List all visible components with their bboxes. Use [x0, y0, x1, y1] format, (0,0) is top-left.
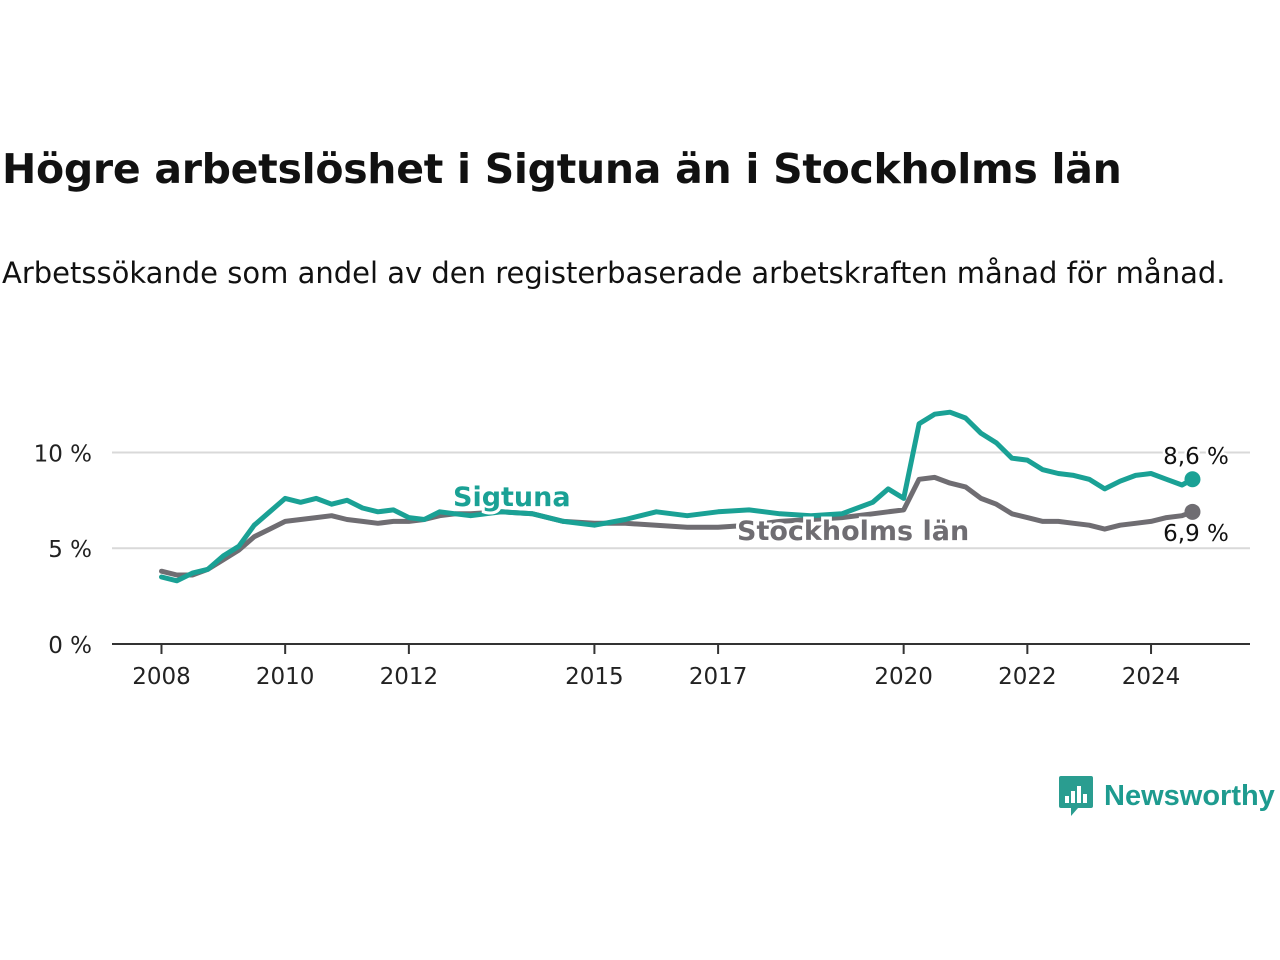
- end-point-sigtuna: [1184, 471, 1201, 488]
- end-label-sigtuna: 8,6 %: [1163, 444, 1229, 470]
- end-point-stockholms-lan: [1184, 503, 1201, 520]
- page-title: Högre arbetslöshet i Sigtuna än i Stockh…: [2, 145, 1122, 193]
- series-label-sigtuna: Sigtuna: [453, 482, 571, 513]
- series-line-sigtuna: [159, 409, 1195, 584]
- x-tick-label: 2010: [256, 664, 315, 690]
- x-tick-label: 2022: [998, 664, 1057, 690]
- x-tick-label: 2012: [380, 664, 439, 690]
- page-subtitle: Arbetssökande som andel av den registerb…: [2, 256, 1226, 290]
- series-label-stockholms-lan: Stockholms län: [737, 516, 969, 547]
- series-layer: [159, 409, 1201, 584]
- end-label-stockholms-lan: 6,9 %: [1163, 521, 1229, 547]
- series-line-stockholms-lan: [159, 474, 1195, 578]
- brand: Newsworthy: [1058, 774, 1275, 818]
- label-layer: Sigtuna Stockholms län 8,6 % 6,9 %: [450, 442, 1231, 551]
- x-tick-label: 2020: [874, 664, 933, 690]
- y-tick-label: 5 %: [48, 537, 92, 563]
- y-tick-label: 0 %: [48, 633, 92, 659]
- x-tick-label: 2024: [1122, 664, 1181, 690]
- brand-name: Newsworthy: [1104, 779, 1275, 812]
- newsworthy-logo-icon: [1059, 776, 1093, 816]
- axis-layer: 0 % 5 % 10 % 2008 2010 2012 2015 2017 2020 2022 20…: [34, 441, 1250, 690]
- y-tick-label: 10 %: [34, 441, 92, 467]
- x-tick-label: 2008: [132, 664, 191, 690]
- grid-layer: [112, 451, 1250, 550]
- x-tick-label: 2015: [565, 664, 624, 690]
- x-tick-label: 2017: [689, 664, 748, 690]
